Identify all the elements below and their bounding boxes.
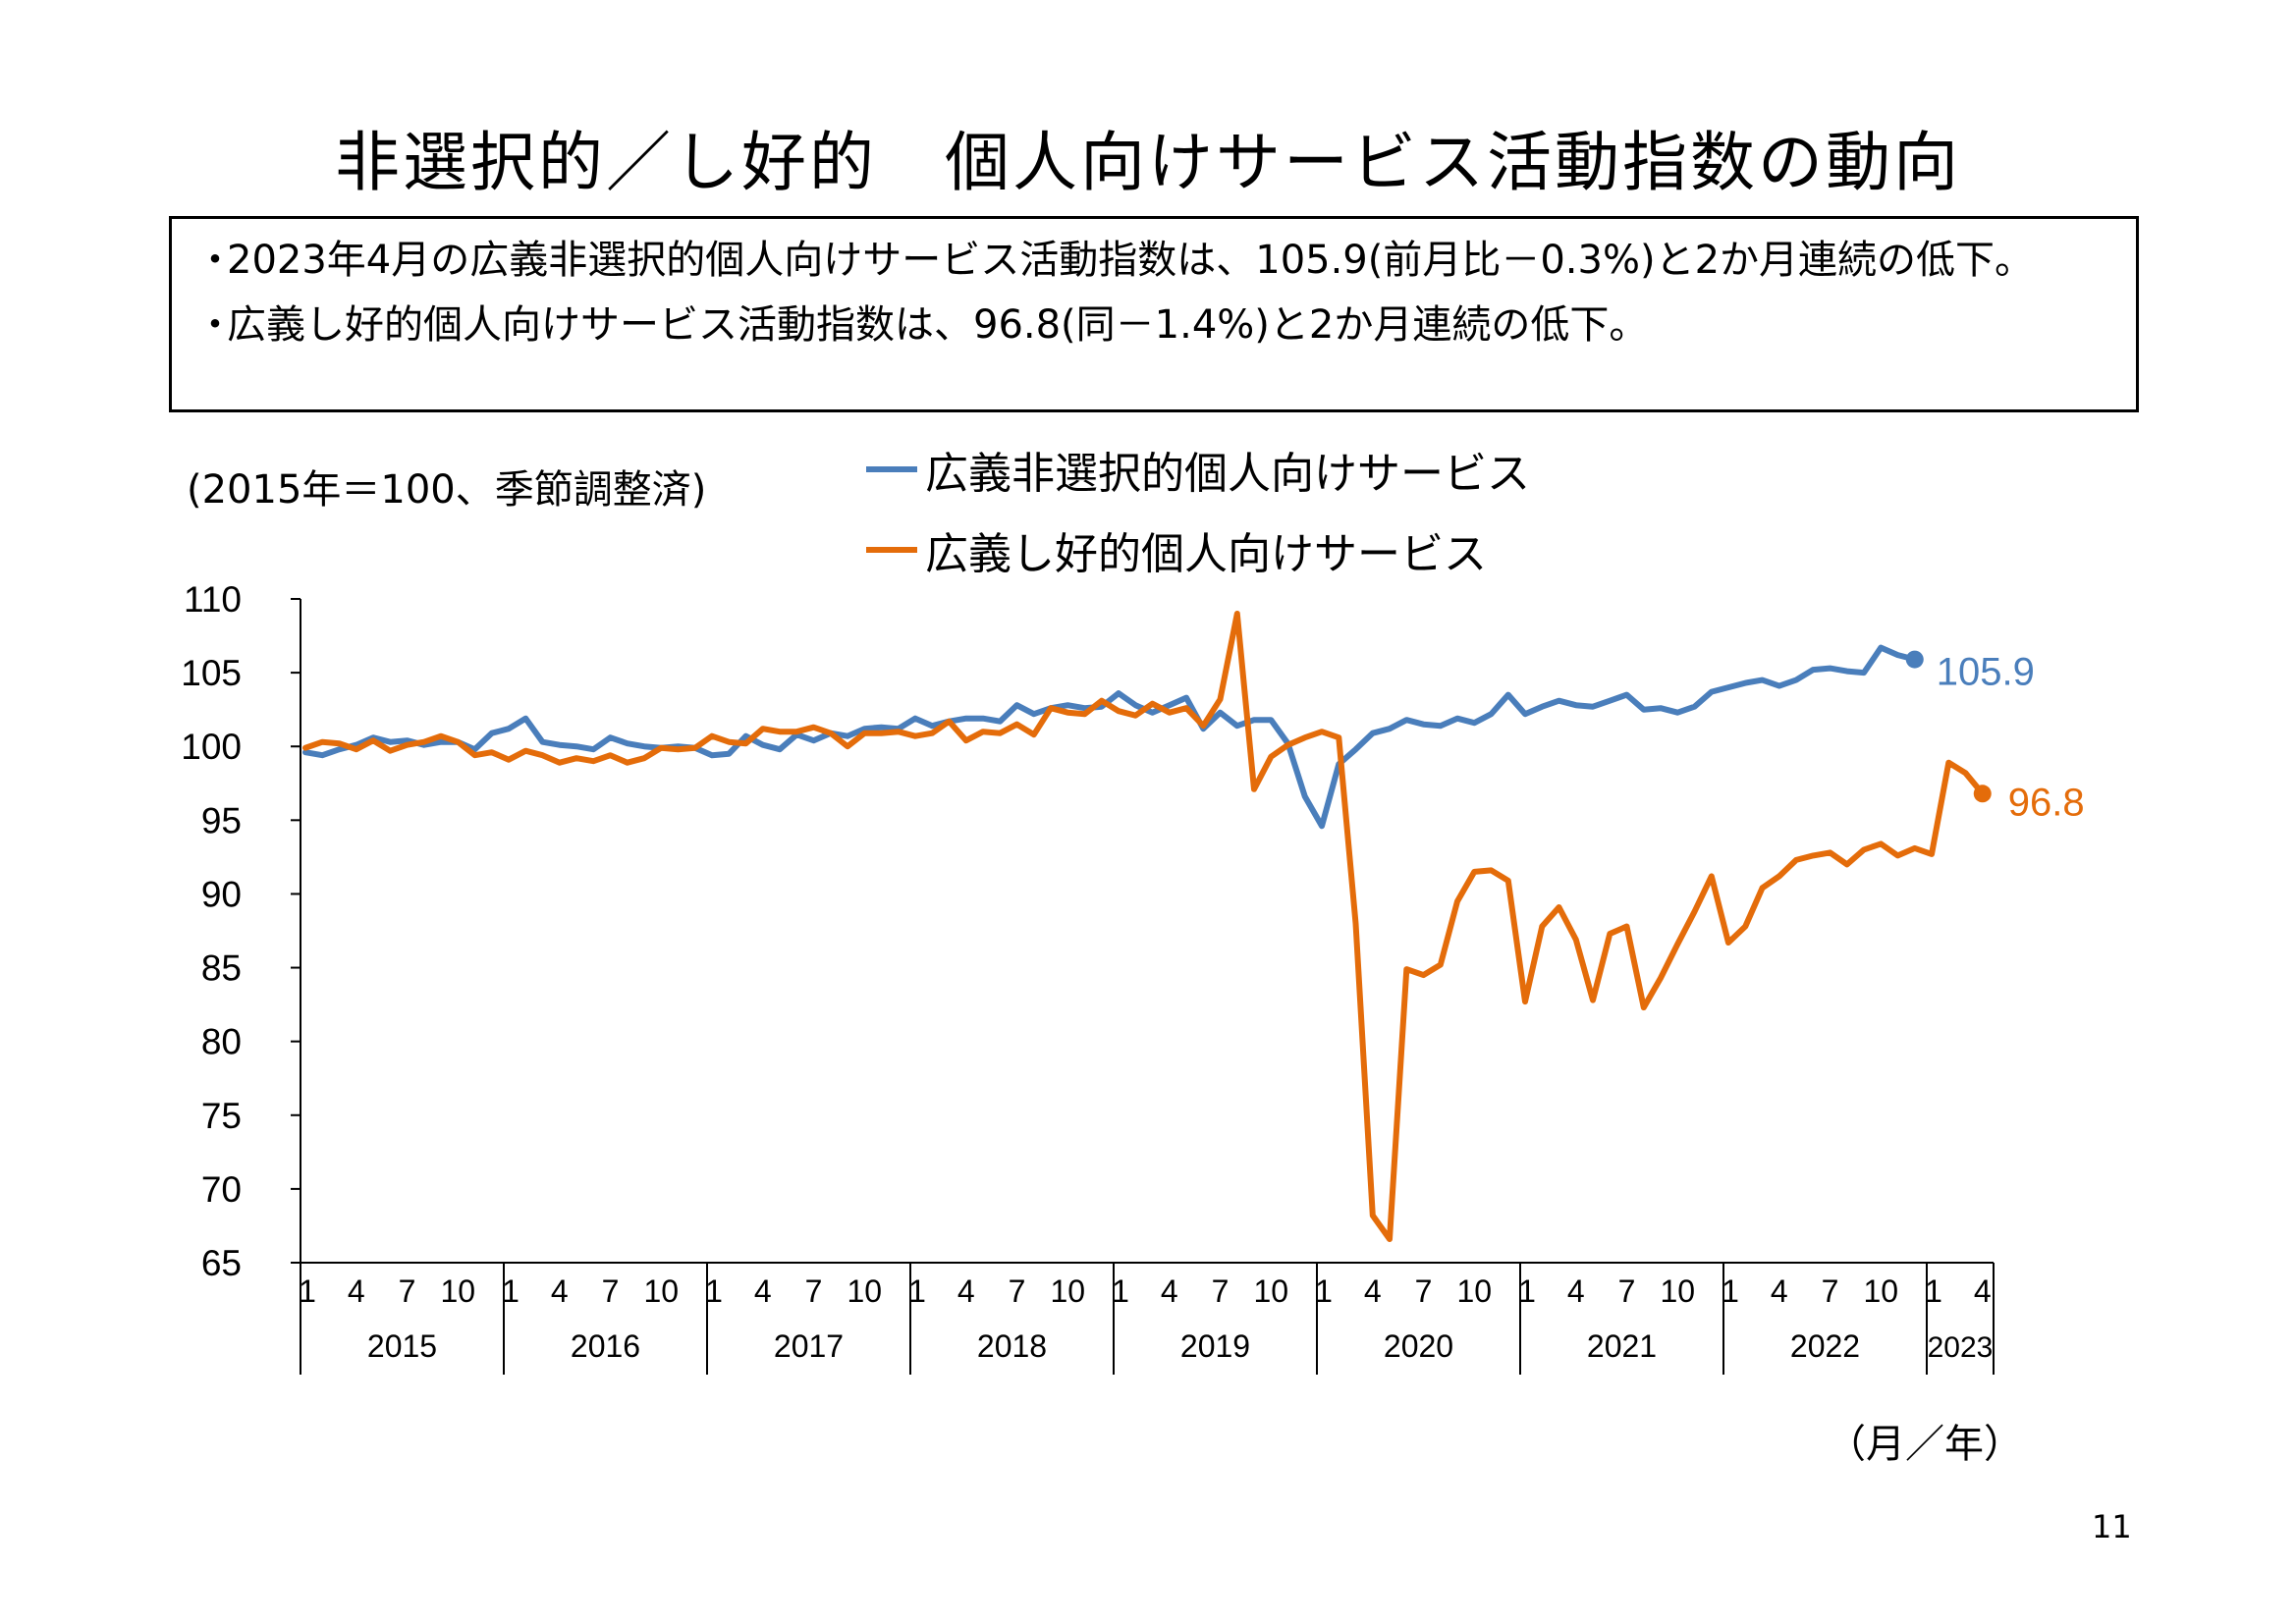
x-month-label: 7 xyxy=(602,1273,620,1309)
x-year-label: 2022 xyxy=(1790,1328,1860,1364)
x-axis-unit-label: （月／年） xyxy=(1827,1422,2023,1467)
x-year-label: 2016 xyxy=(571,1328,640,1364)
x-month-label: 4 xyxy=(754,1273,772,1309)
bullet-marker: ・ xyxy=(195,238,235,283)
bullet-marker: ・ xyxy=(195,302,235,348)
x-month-label: 1 xyxy=(1112,1273,1129,1309)
x-month-label: 10 xyxy=(1863,1273,1898,1309)
x-month-label: 7 xyxy=(1212,1273,1230,1309)
x-month-label: 7 xyxy=(399,1273,416,1309)
y-tick-label: 100 xyxy=(181,727,242,767)
x-month-label: 1 xyxy=(299,1273,316,1309)
summary-item-discretionary: ・ 広義し好的個人向けサービス活動指数は、96.8(同－1.4%)と2か月連続の… xyxy=(193,301,2112,349)
x-month-label: 10 xyxy=(1456,1273,1492,1309)
y-tick-label: 65 xyxy=(201,1243,242,1283)
x-month-label: 1 xyxy=(1722,1273,1739,1309)
x-month-label: 4 xyxy=(551,1273,569,1309)
page-number: 11 xyxy=(2092,1508,2132,1545)
legend-item-nonselective: 広義非選択的個人向けサービス xyxy=(866,440,1530,499)
x-month-label: 1 xyxy=(1925,1273,1942,1309)
y-tick-label: 110 xyxy=(184,579,242,620)
x-month-label: 4 xyxy=(1974,1273,1992,1309)
x-year-label: 2019 xyxy=(1180,1328,1250,1364)
summary-box: ・ 2023年4月の広義非選択的個人向けサービス活動指数は、105.9(前月比－… xyxy=(169,216,2139,412)
x-month-label: 10 xyxy=(440,1273,475,1309)
y-tick-label: 105 xyxy=(181,653,242,693)
x-month-label: 1 xyxy=(705,1273,723,1309)
y-tick-label: 75 xyxy=(201,1096,242,1136)
x-month-label: 7 xyxy=(1618,1273,1636,1309)
x-month-label: 10 xyxy=(1050,1273,1085,1309)
x-month-label: 4 xyxy=(1364,1273,1382,1309)
y-tick-label: 90 xyxy=(201,874,242,914)
x-month-label: 4 xyxy=(1567,1273,1585,1309)
y-tick-label: 80 xyxy=(201,1022,242,1062)
x-year-label: 2017 xyxy=(774,1328,844,1364)
x-month-label: 4 xyxy=(1161,1273,1178,1309)
x-month-label: 7 xyxy=(1009,1273,1026,1309)
series-line-discretionary xyxy=(302,611,1986,1242)
x-month-label: 4 xyxy=(957,1273,975,1309)
x-month-label: 1 xyxy=(908,1273,926,1309)
y-tick-label: 70 xyxy=(201,1169,242,1210)
summary-text-nonselective: 2023年4月の広義非選択的個人向けサービス活動指数は、105.9(前月比－0.… xyxy=(227,238,2035,283)
x-month-label: 1 xyxy=(1315,1273,1333,1309)
x-month-label: 10 xyxy=(847,1273,882,1309)
x-year-label: 2018 xyxy=(977,1328,1047,1364)
x-month-label: 4 xyxy=(1771,1273,1788,1309)
legend-label-nonselective: 広義非選択的個人向けサービス xyxy=(925,449,1530,499)
x-month-label: 7 xyxy=(1822,1273,1839,1309)
x-month-label: 10 xyxy=(1660,1273,1695,1309)
unit-note: (2015年＝100、季節調整済) xyxy=(187,467,707,513)
x-month-label: 1 xyxy=(502,1273,519,1309)
x-month-label: 10 xyxy=(643,1273,679,1309)
x-year-label: 2020 xyxy=(1384,1328,1453,1364)
y-tick-label: 85 xyxy=(201,948,242,989)
legend-label-discretionary: 広義し好的個人向けサービス xyxy=(925,529,1487,579)
summary-item-nonselective: ・ 2023年4月の広義非選択的個人向けサービス活動指数は、105.9(前月比－… xyxy=(193,237,2112,284)
series-end-label: 96.8 xyxy=(2008,781,2085,824)
summary-text-discretionary: 広義し好的個人向けサービス活動指数は、96.8(同－1.4%)と2か月連続の低下… xyxy=(227,302,1649,348)
y-tick-label: 95 xyxy=(201,800,242,840)
legend-swatch-nonselective xyxy=(866,466,917,472)
x-year-label: 2021 xyxy=(1587,1328,1657,1364)
x-year-label: 2023 xyxy=(1928,1331,1994,1364)
x-month-label: 7 xyxy=(1415,1273,1433,1309)
x-year-label: 2015 xyxy=(367,1328,437,1364)
x-month-label: 7 xyxy=(805,1273,823,1309)
legend-swatch-discretionary xyxy=(866,547,917,553)
series-line-nonselective xyxy=(302,644,1918,830)
series-end-marker xyxy=(1905,650,1924,669)
series-end-label: 105.9 xyxy=(1937,651,2035,694)
x-month-label: 4 xyxy=(348,1273,365,1309)
series-end-marker xyxy=(1973,785,1992,803)
x-month-label: 10 xyxy=(1253,1273,1288,1309)
x-month-label: 1 xyxy=(1518,1273,1536,1309)
slide-title: 非選択的／し好的 個人向けサービス活動指数の動向 xyxy=(335,125,1961,200)
legend-item-discretionary: 広義し好的個人向けサービス xyxy=(866,520,1487,579)
